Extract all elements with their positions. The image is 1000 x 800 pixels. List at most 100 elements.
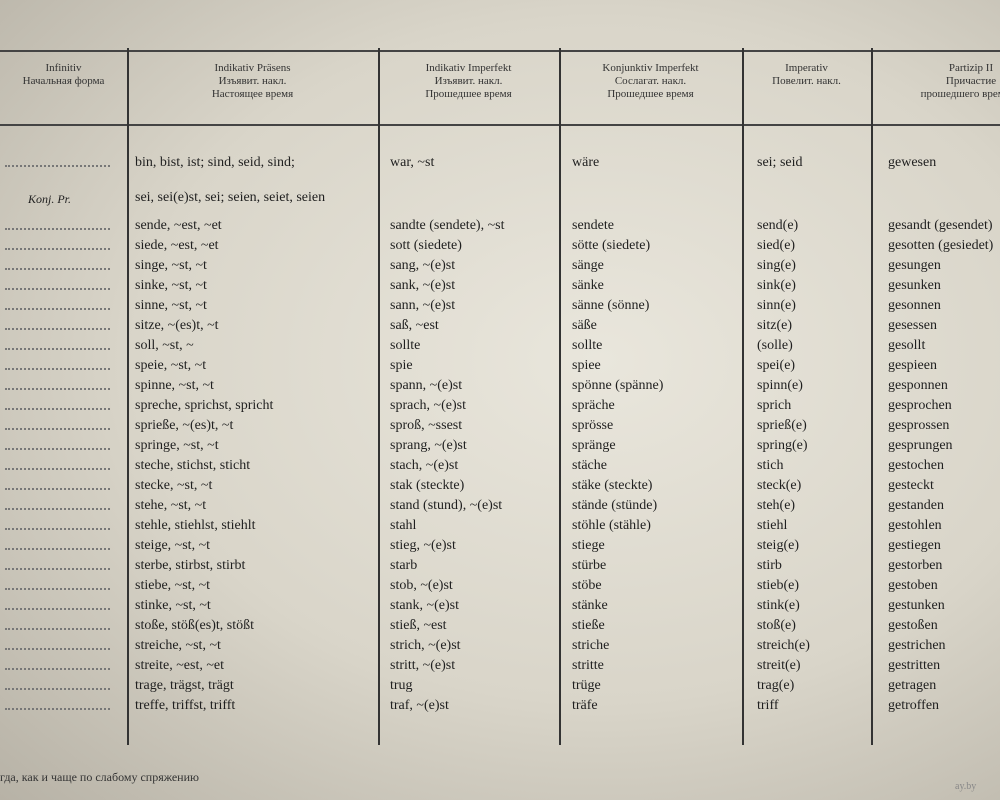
cell-present: sinne, ~st, ~t [135, 298, 207, 313]
cell-imperfect: spann, ~(e)st [390, 378, 463, 393]
header-line: Indikativ Imperfekt [425, 62, 512, 74]
column-header: Indikativ Imperfekt Изъявит. накл. Прошедш… [378, 62, 559, 101]
cell-imperfect: sproß, ~ssest [390, 418, 463, 433]
cell-konjunktiv: sötte (siedete) [572, 238, 651, 253]
cell-imperative: spring(e) [757, 438, 808, 453]
cell-imperfect: sott (siedete) [390, 238, 462, 253]
column-header: Infinitiv Начальная форма [0, 62, 127, 88]
cell-konjunktiv: trüge [572, 678, 601, 693]
cell-imperfect: strich, ~(e)st [390, 638, 461, 653]
cell-imperative: send(e) [757, 218, 799, 233]
header-line: Прошедшее время [425, 88, 512, 100]
cell-imperfect: sprach, ~(e)st [390, 398, 466, 413]
cell-present: sitze, ~(es)t, ~t [135, 318, 219, 333]
header-line: Indikativ Präsens [214, 62, 291, 74]
leader-dots [5, 700, 110, 710]
leader-dots [5, 400, 110, 410]
cell-imperative: triff [757, 698, 779, 713]
cell-present: springe, ~st, ~t [135, 438, 219, 453]
leader-dots [5, 680, 110, 690]
leader-dots [5, 620, 110, 630]
cell-imperfect: stach, ~(e)st [390, 458, 459, 473]
leader-dots [5, 540, 110, 550]
cell-konjunktiv: stöbe [572, 578, 602, 593]
cell-participle: gestoben [888, 578, 938, 593]
rule [0, 124, 1000, 126]
cell-participle: gespieen [888, 358, 937, 373]
cell-participle: gesprossen [888, 418, 950, 433]
cell-participle: gestanden [888, 498, 944, 513]
leader-dots [5, 220, 110, 230]
cell-imperative: sprieß(e) [757, 418, 807, 433]
leader-dots [5, 480, 110, 490]
cell-imperative: sei; seid [757, 155, 803, 170]
rule [0, 50, 1000, 52]
cell-present: sei, sei(e)st, sei; seien, seiet, seien [135, 190, 326, 205]
column-header: Indikativ Präsens Изъявит. накл. Настоящее… [127, 62, 378, 101]
cell-participle: gesunken [888, 278, 941, 293]
cell-present: soll, ~st, ~ [135, 338, 194, 353]
leader-dots [5, 580, 110, 590]
cell-imperfect: traf, ~(e)st [390, 698, 449, 713]
cell-imperative: spinn(e) [757, 378, 803, 393]
cell-imperative: stich [757, 458, 784, 473]
header-line: Изъявит. накл. [218, 75, 287, 87]
cell-konjunktiv: sänne (sönne) [572, 298, 650, 313]
leader-dots [5, 660, 110, 670]
cell-present: stoße, stöß(es)t, stößt [135, 618, 254, 633]
header-line: Konjunktiv Imperfekt [602, 62, 699, 74]
cell-konjunktiv: sollte [572, 338, 603, 353]
cell-participle: gesandt (gesendet) [888, 218, 993, 233]
cell-present: treffe, triffst, trifft [135, 698, 236, 713]
cell-imperative: (solle) [757, 338, 793, 353]
cell-konjunktiv: stöhle (stähle) [572, 518, 651, 533]
cell-imperative: streich(e) [757, 638, 810, 653]
cell-imperfect: stahl [390, 518, 417, 533]
cell-imperative: sprich [757, 398, 792, 413]
cell-konjunktiv: sendete [572, 218, 614, 233]
cell-imperfect: spie [390, 358, 413, 373]
cell-imperative: stirb [757, 558, 782, 573]
column-rule [378, 48, 380, 745]
cell-participle: gestoßen [888, 618, 938, 633]
column-rule [127, 48, 129, 745]
column-rule [871, 48, 873, 745]
cell-konjunktiv: stäche [572, 458, 607, 473]
cell-participle: gewesen [888, 155, 937, 170]
cell-imperfect: sollte [390, 338, 421, 353]
header-line: Infinitiv [45, 62, 82, 74]
cell-imperfect: starb [390, 558, 418, 573]
leader-dots [5, 600, 110, 610]
cell-imperative: steh(e) [757, 498, 796, 513]
cell-imperfect: sandte (sendete), ~st [390, 218, 505, 233]
cell-imperative: steig(e) [757, 538, 799, 553]
cell-present: stiebe, ~st, ~t [135, 578, 211, 593]
leader-dots [5, 260, 110, 270]
cell-present: bin, bist, ist; sind, seid, sind; [135, 155, 295, 170]
cell-imperative: steck(e) [757, 478, 802, 493]
column-header: Konjunktiv Imperfekt Сослагат. накл. Проше… [559, 62, 742, 101]
cell-present: steche, stichst, sticht [135, 458, 251, 473]
cell-imperative: sink(e) [757, 278, 796, 293]
cell-present: stecke, ~st, ~t [135, 478, 213, 493]
cell-imperative: sied(e) [757, 238, 796, 253]
leader-dots [5, 340, 110, 350]
cell-participle: gestrichen [888, 638, 946, 653]
cell-participle: gestiegen [888, 538, 941, 553]
cell-konjunktiv: spräche [572, 398, 615, 413]
cell-imperfect: stieß, ~est [390, 618, 447, 633]
cell-participle: getragen [888, 678, 937, 693]
cell-participle: gestohlen [888, 518, 942, 533]
leader-dots [5, 240, 110, 250]
header-line: Изъявит. накл. [434, 75, 503, 87]
cell-imperfect: stob, ~(e)st [390, 578, 453, 593]
cell-imperfect: sprang, ~(e)st [390, 438, 467, 453]
cell-imperfect: sank, ~(e)st [390, 278, 456, 293]
cell-present: singe, ~st, ~t [135, 258, 207, 273]
cell-imperfect: stritt, ~(e)st [390, 658, 456, 673]
header-line: Прошедшее время [607, 88, 694, 100]
cell-konjunktiv: säße [572, 318, 597, 333]
cell-konjunktiv: stiege [572, 538, 605, 553]
cell-konjunktiv: wäre [572, 155, 600, 170]
cell-participle: gesprochen [888, 398, 952, 413]
